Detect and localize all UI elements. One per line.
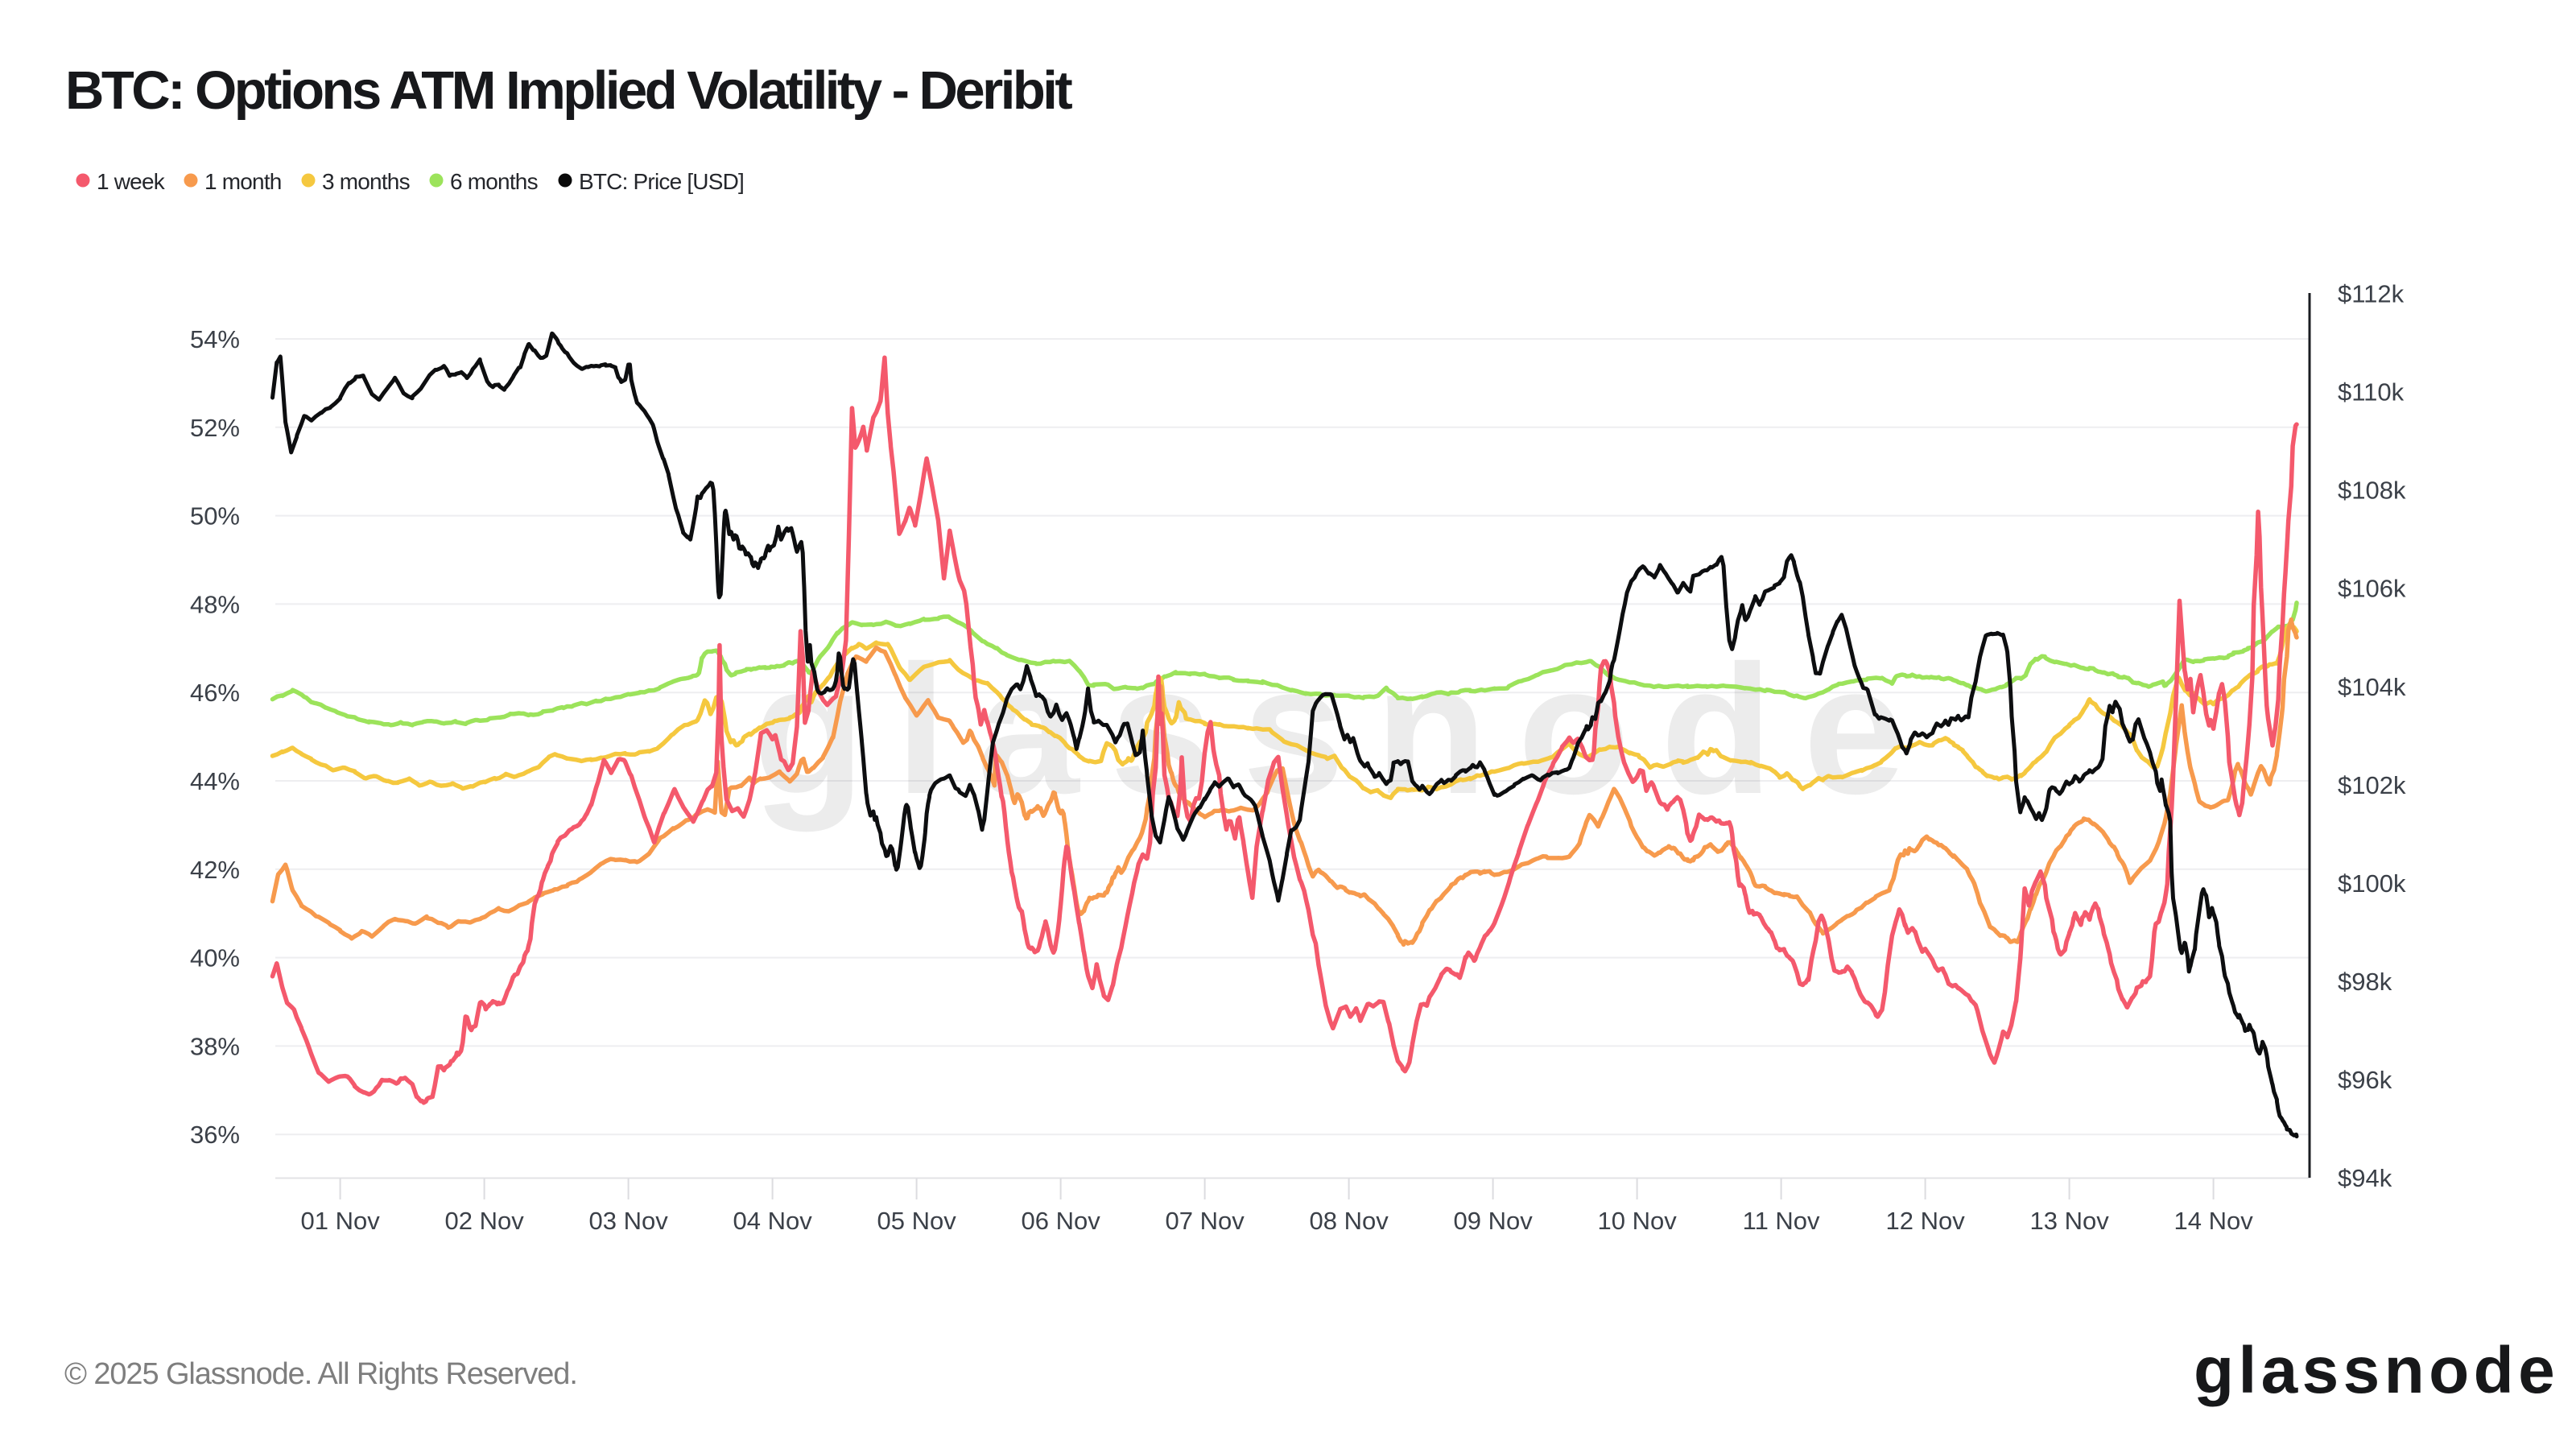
svg-text:46%: 46% [190, 679, 240, 707]
svg-text:© 2025 Glassnode. All Rights R: © 2025 Glassnode. All Rights Reserved. [64, 1357, 577, 1391]
svg-text:$94k: $94k [2338, 1164, 2392, 1192]
svg-text:50%: 50% [190, 502, 240, 530]
svg-text:3 months: 3 months [322, 169, 410, 194]
svg-text:38%: 38% [190, 1032, 240, 1060]
svg-text:09 Nov: 09 Nov [1453, 1207, 1533, 1235]
svg-text:48%: 48% [190, 590, 240, 618]
svg-text:$100k: $100k [2338, 869, 2406, 898]
svg-text:$98k: $98k [2338, 968, 2392, 996]
svg-text:11 Nov: 11 Nov [1743, 1207, 1820, 1235]
svg-text:36%: 36% [190, 1121, 240, 1149]
svg-text:1 month: 1 month [204, 169, 282, 194]
svg-text:$108k: $108k [2338, 477, 2406, 505]
svg-text:BTC: Price [USD]: BTC: Price [USD] [579, 169, 744, 194]
svg-text:$110k: $110k [2338, 378, 2405, 407]
svg-text:06 Nov: 06 Nov [1021, 1207, 1100, 1235]
svg-text:03 Nov: 03 Nov [588, 1207, 668, 1235]
svg-text:44%: 44% [190, 767, 240, 795]
svg-text:07 Nov: 07 Nov [1165, 1207, 1245, 1235]
svg-text:BTC: Options ATM Implied Volat: BTC: Options ATM Implied Volatility - De… [65, 60, 1072, 121]
svg-text:01 Nov: 01 Nov [300, 1207, 380, 1235]
svg-text:05 Nov: 05 Nov [877, 1207, 956, 1235]
svg-text:40%: 40% [190, 944, 240, 972]
svg-text:04 Nov: 04 Nov [733, 1207, 812, 1235]
svg-text:$106k: $106k [2338, 575, 2406, 603]
svg-text:14 Nov: 14 Nov [2174, 1207, 2253, 1235]
svg-text:10 Nov: 10 Nov [1597, 1207, 1677, 1235]
svg-text:$102k: $102k [2338, 771, 2406, 799]
svg-text:6 months: 6 months [450, 169, 538, 194]
svg-text:42%: 42% [190, 856, 240, 884]
svg-text:$104k: $104k [2338, 673, 2406, 701]
svg-text:52%: 52% [190, 414, 240, 442]
svg-text:13 Nov: 13 Nov [2029, 1207, 2109, 1235]
svg-text:$112k: $112k [2338, 280, 2405, 308]
svg-text:08 Nov: 08 Nov [1309, 1207, 1389, 1235]
svg-text:glassnode: glassnode [2194, 1334, 2559, 1407]
svg-text:12 Nov: 12 Nov [1885, 1207, 1965, 1235]
svg-text:1 week: 1 week [97, 169, 166, 194]
svg-text:02 Nov: 02 Nov [444, 1207, 524, 1235]
svg-text:54%: 54% [190, 325, 240, 353]
svg-text:$96k: $96k [2338, 1066, 2392, 1094]
